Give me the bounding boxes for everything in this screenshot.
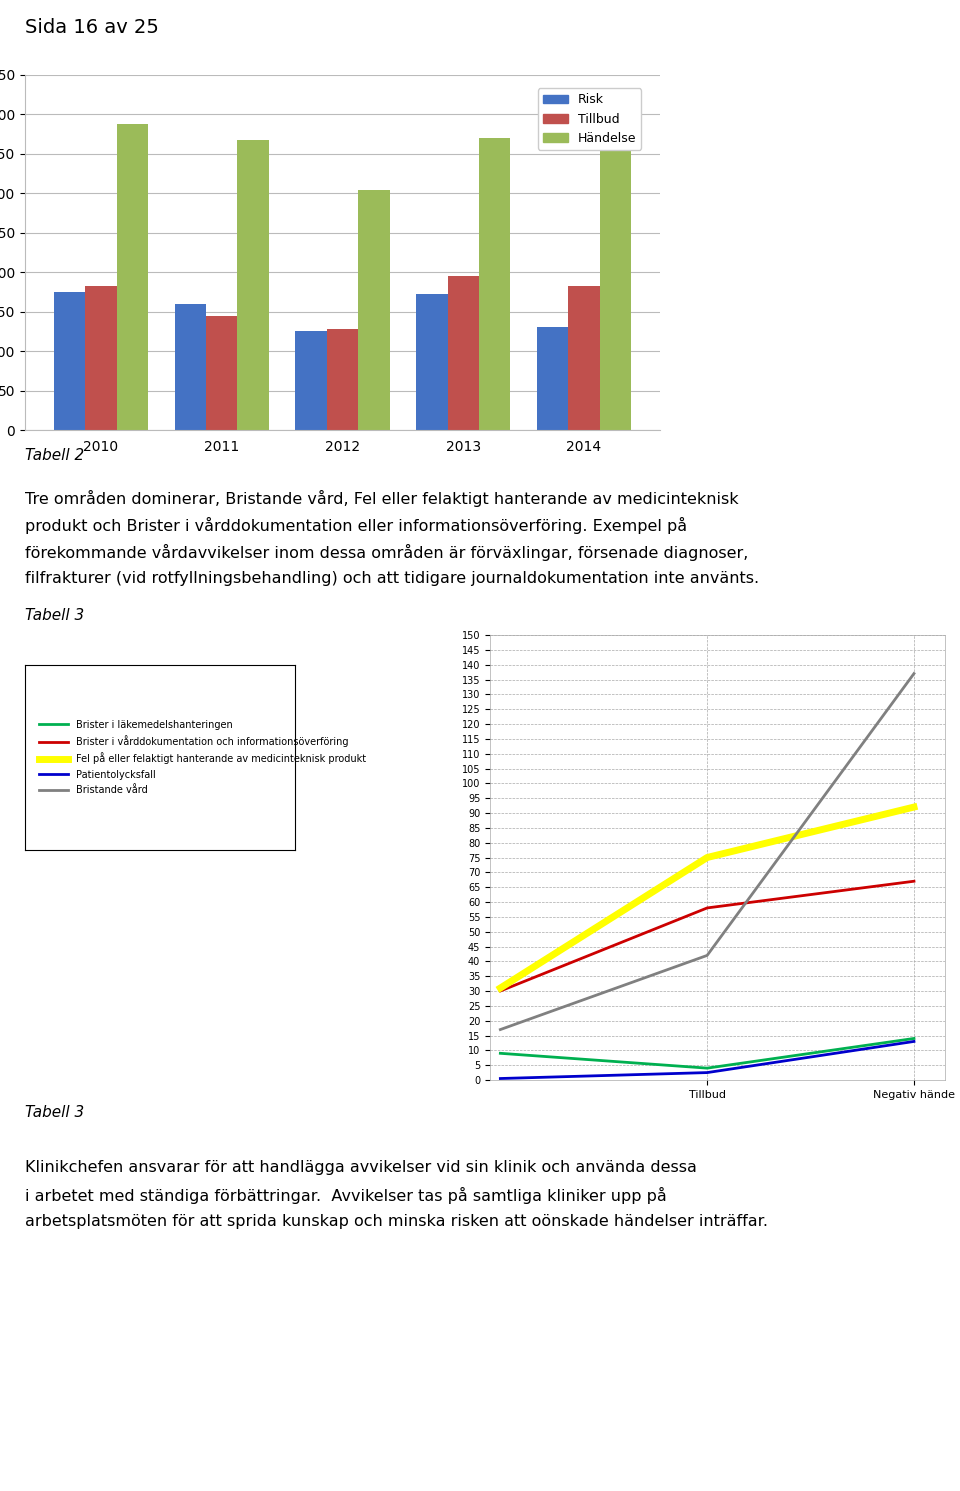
Bar [537, 328, 568, 429]
Text: produkt och Brister i vårddokumentation eller informationsöverföring. Exempel på: produkt och Brister i vårddokumentation … [25, 517, 687, 534]
Text: Tabell 2: Tabell 2 [25, 447, 84, 464]
Text: Tre områden dominerar, Bristande vård, Fel eller felaktigt hanterande av medicin: Tre områden dominerar, Bristande vård, F… [25, 491, 738, 507]
Text: filfrakturer (vid rotfyllningsbehandling) och att tidigare journaldokumentation : filfrakturer (vid rotfyllningsbehandling… [25, 571, 759, 586]
Text: i arbetet med ständiga förbättringar.  Avvikelser tas på samtliga kliniker upp p: i arbetet med ständiga förbättringar. Av… [25, 1187, 667, 1205]
Text: Klinikchefen ansvarar för att handlägga avvikelser vid sin klinik och använda de: Klinikchefen ansvarar för att handlägga … [25, 1160, 697, 1175]
Bar [85, 286, 117, 429]
Text: arbetsplatsmöten för att sprida kunskap och minska risken att oönskade händelser: arbetsplatsmöten för att sprida kunskap … [25, 1214, 768, 1229]
Bar [237, 140, 269, 429]
Bar [600, 149, 631, 429]
Bar [358, 191, 390, 429]
Text: Sida 16 av 25: Sida 16 av 25 [25, 18, 158, 37]
Bar [568, 286, 600, 429]
Bar [479, 139, 511, 429]
Text: förekommande vårdavvikelser inom dessa områden är förväxlingar, försenade diagno: förekommande vårdavvikelser inom dessa o… [25, 544, 749, 561]
Text: Tabell 3: Tabell 3 [25, 608, 84, 623]
Legend: Brister i läkemedelshanteringen, Brister i vårddokumentation och informationsöve: Brister i läkemedelshanteringen, Brister… [36, 716, 371, 799]
Bar [326, 330, 358, 429]
Legend: Risk, Tillbud, Händelse: Risk, Tillbud, Händelse [538, 88, 641, 151]
Bar [447, 276, 479, 429]
Bar [206, 316, 237, 429]
Bar [54, 292, 85, 429]
Text: Tabell 3: Tabell 3 [25, 1105, 84, 1120]
Bar [417, 294, 447, 429]
Bar [117, 124, 148, 429]
Bar [175, 304, 206, 429]
Bar [296, 331, 326, 429]
